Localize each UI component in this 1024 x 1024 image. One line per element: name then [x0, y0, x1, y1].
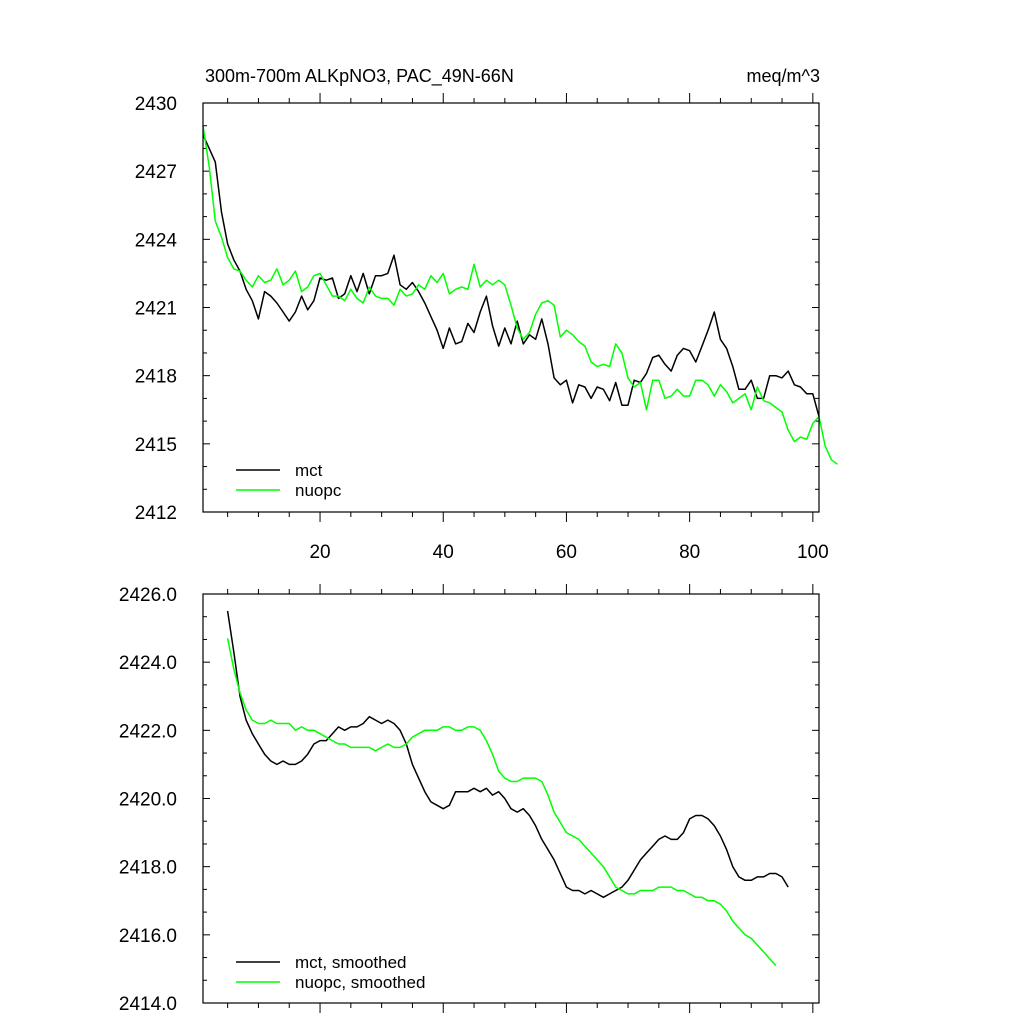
top-panel-title: 300m-700m ALKpNO3, PAC_49N-66N	[205, 66, 514, 87]
y-tick-label: 2418.0	[119, 858, 177, 879]
top-panel-units: meq/m^3	[747, 66, 820, 86]
bottom-panel: 2414.0 2416.0 2418.0 2420.0 2422.0 2424.0 2426…	[119, 584, 820, 1015]
x-tick-label: 80	[679, 542, 700, 563]
top-panel-legend: mct nuopc	[236, 461, 342, 500]
legend-label-mct-smoothed: mct, smoothed	[295, 953, 407, 972]
y-tick-label: 2422.0	[119, 721, 177, 742]
x-tick-label: 100	[797, 542, 829, 563]
bottom-panel-frame	[202, 593, 820, 1004]
y-tick-label: 2412	[135, 503, 177, 524]
x-tick-label: 60	[556, 542, 577, 563]
series-line-nuopc-smoothed	[226, 638, 777, 967]
bottom-panel-series	[226, 610, 789, 967]
top-panel-frame	[202, 102, 820, 513]
series-line-nuopc	[202, 125, 838, 465]
y-tick-label: 2427	[135, 162, 177, 183]
series-line-mct-smoothed	[226, 610, 789, 899]
bottom-panel-ticks: 2414.0 2416.0 2418.0 2420.0 2422.0 2424.0 2426…	[119, 584, 819, 1015]
legend-label-mct: mct	[295, 461, 323, 480]
legend-label-nuopc-smoothed: nuopc, smoothed	[295, 973, 425, 992]
y-tick-label: 2415	[135, 435, 177, 456]
y-tick-label: 2430	[135, 94, 177, 115]
y-tick-label: 2421	[135, 299, 177, 320]
y-tick-label: 2426.0	[119, 585, 177, 606]
top-panel-series	[202, 125, 838, 465]
series-line-mct	[202, 134, 820, 417]
y-tick-label: 2416.0	[119, 926, 177, 947]
legend-label-nuopc: nuopc	[295, 481, 342, 500]
y-tick-label: 2418	[135, 367, 177, 388]
x-tick-label: 20	[309, 542, 330, 563]
y-tick-label: 2420.0	[119, 790, 177, 811]
y-tick-label: 2424	[135, 230, 178, 251]
bottom-panel-legend: mct, smoothed nuopc, smoothed	[236, 953, 425, 992]
top-panel: 300m-700m ALKpNO3, PAC_49N-66N meq/m^3 2…	[135, 66, 838, 563]
x-tick-label: 40	[433, 542, 454, 563]
y-tick-label: 2414.0	[119, 994, 177, 1015]
top-panel-ticks: 2412 2415 2418 2421 2424 2427 2430 20 40 60 80 100	[135, 93, 829, 563]
y-tick-label: 2424.0	[119, 653, 177, 674]
